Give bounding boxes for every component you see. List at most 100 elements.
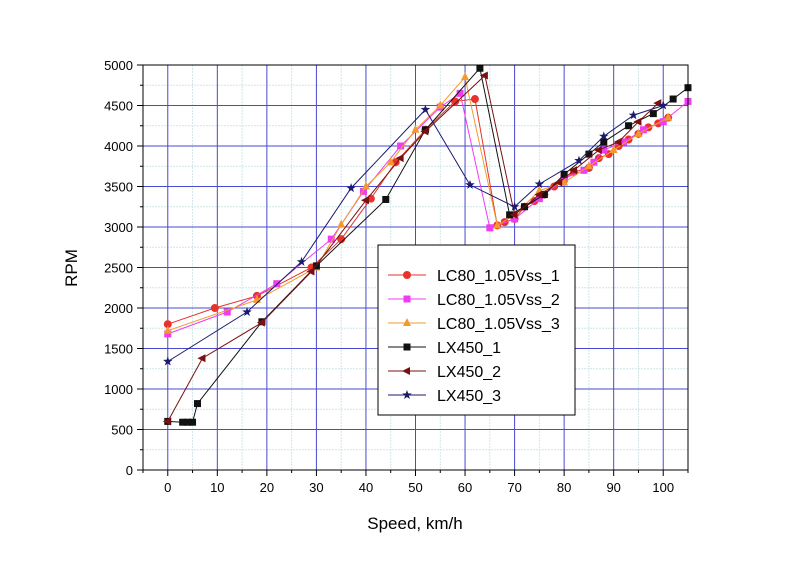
data-point xyxy=(327,235,335,243)
data-point xyxy=(600,146,608,154)
data-point xyxy=(163,320,172,329)
data-point xyxy=(451,97,460,106)
data-point xyxy=(420,127,429,136)
x-tick-label: 100 xyxy=(652,480,674,495)
data-point xyxy=(162,417,171,426)
series-line xyxy=(167,105,664,362)
data-point xyxy=(306,267,315,276)
x-tick-label: 50 xyxy=(408,480,422,495)
data-point xyxy=(197,354,206,363)
data-point xyxy=(639,126,647,134)
data-point xyxy=(634,128,643,137)
data-point xyxy=(554,178,563,187)
data-point xyxy=(584,161,593,170)
data-point xyxy=(534,190,543,199)
data-point xyxy=(184,418,192,426)
data-point xyxy=(395,154,404,163)
data-point xyxy=(223,308,231,316)
x-tick-label: 70 xyxy=(507,480,521,495)
series-line xyxy=(167,74,659,422)
data-point xyxy=(664,112,673,121)
data-point xyxy=(653,99,662,108)
legend-marker xyxy=(403,318,411,326)
data-point xyxy=(535,195,543,203)
y-tick-label: 3500 xyxy=(104,180,133,195)
data-point xyxy=(256,318,265,327)
legend-marker xyxy=(403,271,411,279)
data-point xyxy=(593,146,602,155)
data-point xyxy=(540,191,548,199)
legend-label: LC80_1.05Vss_3 xyxy=(437,316,560,333)
data-point xyxy=(242,307,252,317)
legend-marker xyxy=(402,390,412,399)
axis-ticks: 0 10 20 30 40 50 60 70 80 90 100050010001500200025… xyxy=(104,58,689,495)
data-point xyxy=(163,356,173,366)
y-tick-label: 4500 xyxy=(104,99,133,114)
x-tick-label: 40 xyxy=(359,480,373,495)
x-tick-label: 90 xyxy=(606,480,620,495)
y-tick-label: 2500 xyxy=(104,261,133,276)
data-point xyxy=(580,166,588,174)
data-point xyxy=(669,95,677,103)
data-point xyxy=(337,235,346,244)
data-point xyxy=(465,179,475,189)
x-tick-label: 10 xyxy=(210,480,224,495)
data-point xyxy=(511,215,519,223)
y-tick-label: 5000 xyxy=(104,58,133,73)
data-point xyxy=(509,210,518,219)
legend: LC80_1.05Vss_1 LC80_1.05Vss_2 LC80_1.05Vss… xyxy=(377,244,576,416)
x-tick-label: 60 xyxy=(458,480,472,495)
data-point xyxy=(359,187,367,195)
data-point xyxy=(337,219,346,228)
data-point xyxy=(397,142,405,150)
data-point xyxy=(411,124,420,133)
data-point xyxy=(625,122,633,130)
legend-label: LX450_3 xyxy=(437,388,501,405)
legend-label: LX450_2 xyxy=(437,364,501,381)
data-point xyxy=(189,418,197,426)
y-axis-label: RPM xyxy=(62,249,81,287)
data-point xyxy=(210,304,219,312)
data-point xyxy=(658,100,668,110)
y-tick-label: 4000 xyxy=(104,139,133,154)
x-tick-label: 20 xyxy=(260,480,274,495)
data-point xyxy=(649,110,657,118)
data-point xyxy=(585,150,593,158)
y-tick-label: 0 xyxy=(126,463,133,478)
data-point xyxy=(560,170,568,178)
data-point xyxy=(456,89,464,97)
y-tick-label: 500 xyxy=(111,423,133,438)
data-point xyxy=(476,64,484,72)
data-point xyxy=(479,71,488,80)
data-point xyxy=(569,166,578,175)
data-point xyxy=(620,138,628,146)
series-lc80-1-05vss-3 xyxy=(163,72,673,334)
y-tick-label: 3000 xyxy=(104,220,133,235)
data-point xyxy=(163,325,172,334)
data-point xyxy=(164,330,172,338)
series-lx450-3 xyxy=(163,100,668,366)
legend-label: LC80_1.05Vss_1 xyxy=(437,268,560,285)
data-point xyxy=(461,72,470,81)
series-lx450-2 xyxy=(162,71,662,426)
data-point xyxy=(633,117,642,126)
x-axis-label: Speed, km/h xyxy=(367,514,462,533)
data-point xyxy=(382,195,390,203)
data-point xyxy=(509,201,520,211)
x-tick-label: 0 xyxy=(164,480,171,495)
data-point xyxy=(360,196,369,205)
data-point xyxy=(574,155,584,165)
x-tick-label: 80 xyxy=(557,480,571,495)
data-point xyxy=(599,131,609,141)
data-point xyxy=(659,118,667,126)
data-point xyxy=(179,418,187,426)
data-point xyxy=(628,110,639,120)
legend-marker xyxy=(403,295,411,303)
data-point xyxy=(609,145,618,154)
data-point xyxy=(361,181,370,190)
data-point xyxy=(436,100,445,109)
y-tick-label: 1500 xyxy=(104,342,133,357)
data-point xyxy=(194,400,201,408)
data-point xyxy=(590,158,598,166)
